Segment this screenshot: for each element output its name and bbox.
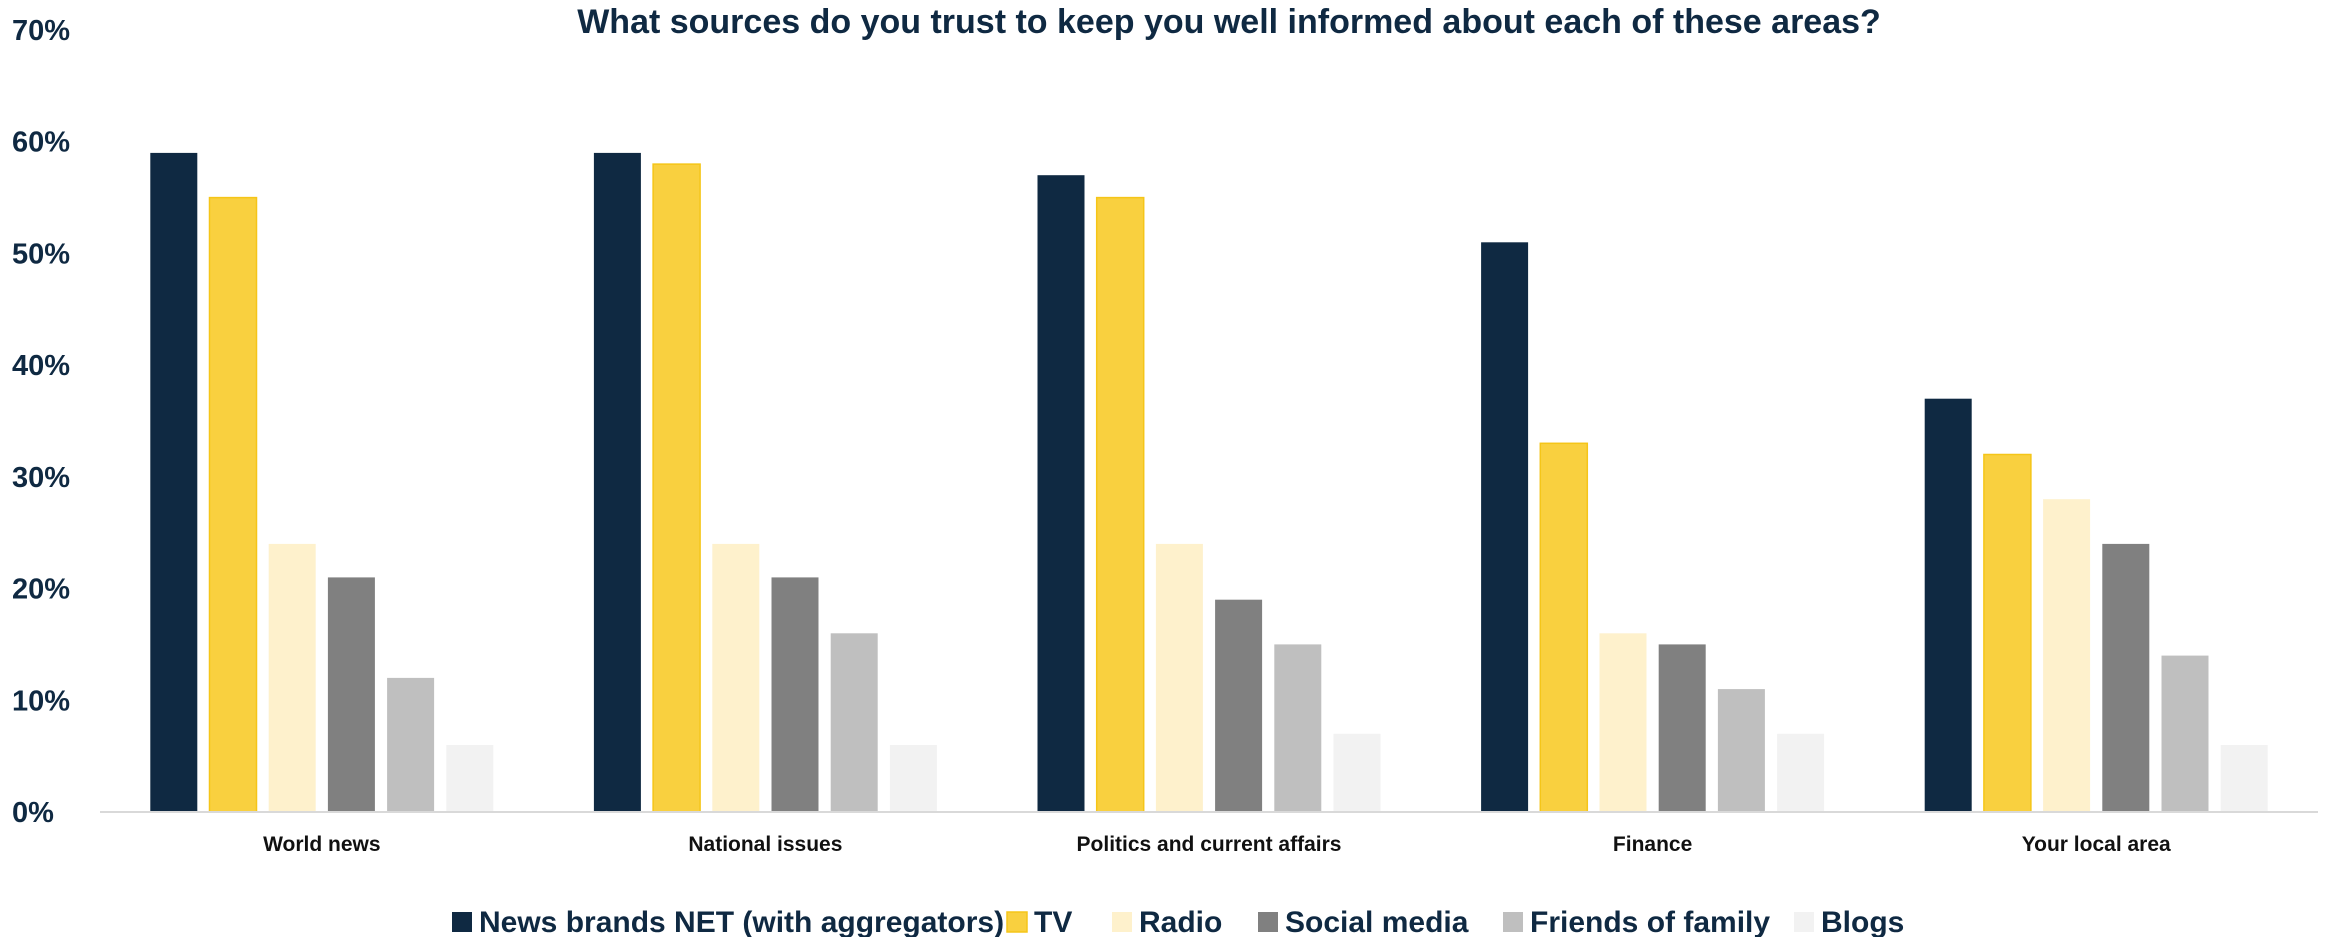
bar: [1155, 543, 1203, 812]
x-tick-label: National issues: [688, 833, 842, 856]
bar: [1983, 453, 2032, 813]
bar: [327, 577, 375, 812]
y-axis: 0% 10% 20% 30% 40% 50% 60% 70%: [12, 15, 70, 829]
legend-swatch: [1112, 912, 1132, 932]
legend: News brands NET (with aggregators) TV Radi…: [452, 906, 1904, 937]
bar: [1333, 733, 1381, 812]
y-tick-label: 30%: [12, 462, 70, 494]
legend-label: News brands NET (with aggregators): [479, 906, 1004, 937]
legend-swatch: [1258, 912, 1278, 932]
legend-swatch: [1794, 912, 1814, 932]
y-tick-label: 70%: [12, 15, 70, 47]
bar: [387, 677, 435, 812]
bar: [1777, 733, 1825, 812]
legend-swatch: [1503, 912, 1523, 932]
bars-group: [150, 152, 2268, 813]
bar: [2043, 499, 2091, 812]
bar: [652, 163, 701, 813]
legend-label: Radio: [1139, 906, 1222, 937]
bar: [830, 633, 878, 812]
x-tick-label: Finance: [1613, 833, 1692, 856]
legend-label: Blogs: [1821, 906, 1904, 937]
y-tick-label: 50%: [12, 238, 70, 270]
bar: [2161, 655, 2209, 812]
bar: [1539, 442, 1589, 813]
bar: [268, 543, 316, 812]
bar: [712, 543, 760, 812]
y-tick-label: 60%: [12, 127, 70, 159]
bar: [2220, 745, 2268, 812]
bar: [1037, 175, 1085, 812]
bar: [2102, 543, 2150, 812]
legend-label: TV: [1034, 906, 1072, 937]
legend-swatch: [1006, 911, 1028, 933]
bar: [593, 152, 641, 812]
bar: [1924, 398, 1972, 812]
legend-label: Social media: [1285, 906, 1469, 937]
bar: [771, 577, 819, 812]
bar: [1215, 599, 1263, 812]
x-tick-label: Your local area: [2022, 833, 2171, 856]
bar: [1599, 633, 1647, 812]
y-tick-label: 0%: [12, 797, 54, 829]
bar: [208, 196, 258, 813]
x-tick-label: World news: [263, 833, 380, 856]
bar: [889, 745, 937, 812]
y-tick-label: 20%: [12, 574, 70, 606]
bar: [150, 152, 198, 812]
bar: [1717, 689, 1765, 812]
x-tick-label: Politics and current affairs: [1077, 833, 1342, 856]
y-tick-label: 10%: [12, 685, 70, 717]
bar: [446, 745, 494, 812]
y-tick-label: 40%: [12, 350, 70, 382]
legend-label: Friends of family: [1530, 906, 1770, 937]
legend-swatch: [452, 912, 472, 932]
x-axis: World news National issues Politics and cu…: [263, 833, 2171, 856]
bar: [1481, 242, 1529, 813]
bar: [1658, 644, 1706, 812]
chart-title: What sources do you trust to keep you we…: [577, 3, 1881, 41]
bar: [1095, 196, 1145, 813]
bar: [1274, 644, 1322, 812]
